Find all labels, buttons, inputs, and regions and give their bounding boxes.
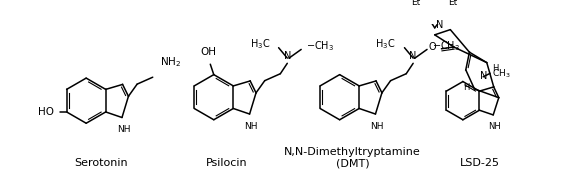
Text: H: H: [463, 83, 469, 92]
Text: H$_3$C: H$_3$C: [249, 37, 270, 51]
Text: N: N: [480, 71, 487, 81]
Text: Et: Et: [448, 0, 458, 7]
Text: N: N: [284, 51, 291, 61]
Text: N: N: [409, 51, 417, 61]
Text: LSD-25: LSD-25: [459, 158, 499, 168]
Text: H$_3$C: H$_3$C: [375, 37, 396, 51]
Text: $-$CH$_3$: $-$CH$_3$: [432, 39, 461, 53]
Text: Et: Et: [412, 0, 421, 7]
Text: NH: NH: [371, 122, 384, 131]
Text: Serotonin: Serotonin: [74, 158, 128, 168]
Text: N: N: [436, 20, 444, 31]
Text: NH: NH: [245, 122, 258, 131]
Text: HO: HO: [38, 107, 55, 117]
Text: H: H: [492, 64, 498, 73]
Text: N,N-Dimethyltryptamine
(DMT): N,N-Dimethyltryptamine (DMT): [284, 147, 421, 168]
Text: O: O: [429, 42, 436, 52]
Text: Psilocin: Psilocin: [206, 158, 248, 168]
Text: NH: NH: [117, 125, 130, 134]
Text: CH$_3$: CH$_3$: [492, 67, 510, 80]
Text: NH: NH: [488, 122, 501, 131]
Text: OH: OH: [201, 47, 216, 57]
Text: NH$_2$: NH$_2$: [160, 55, 181, 68]
Text: $-$CH$_3$: $-$CH$_3$: [306, 39, 335, 53]
